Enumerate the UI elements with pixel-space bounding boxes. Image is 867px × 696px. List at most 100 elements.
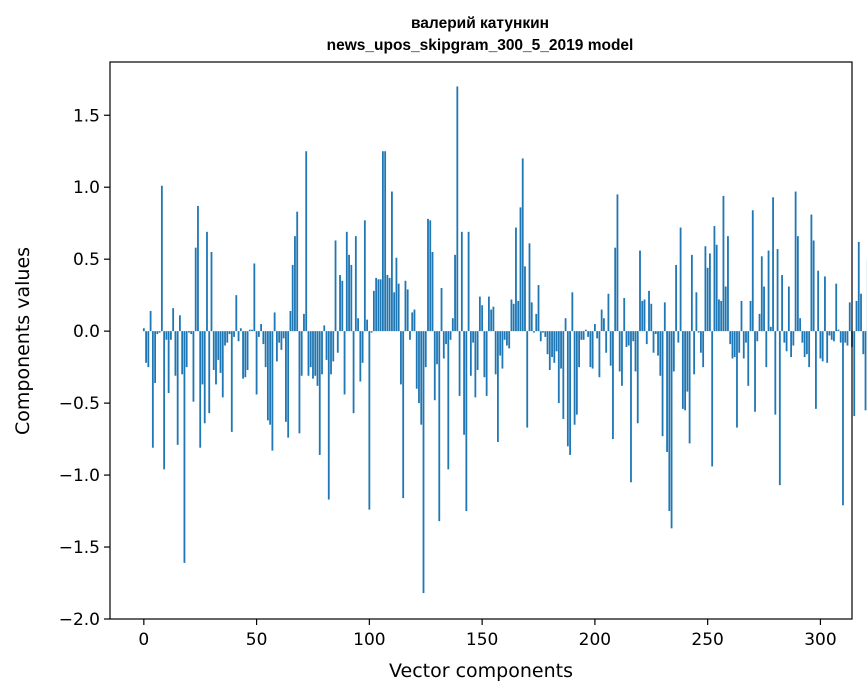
bar — [639, 250, 641, 332]
bar — [767, 250, 770, 332]
bar — [824, 276, 826, 332]
bar — [415, 331, 418, 389]
bar — [555, 331, 558, 352]
bar — [776, 249, 779, 332]
bar — [149, 310, 152, 332]
bar — [783, 331, 786, 343]
bar — [817, 270, 820, 332]
bar — [654, 331, 657, 335]
bar — [242, 331, 244, 379]
bar — [253, 263, 256, 332]
bar — [785, 331, 788, 352]
bar — [792, 331, 795, 346]
bar — [756, 331, 759, 342]
bar — [724, 286, 727, 332]
bar — [740, 300, 743, 332]
bar — [463, 331, 465, 435]
bar — [571, 292, 574, 332]
bar — [197, 205, 199, 332]
bar — [519, 207, 522, 332]
x-axis-label: Vector components — [389, 660, 573, 682]
bar — [481, 305, 484, 332]
bar — [808, 331, 811, 368]
bar — [391, 191, 393, 332]
bar — [508, 331, 511, 349]
bar — [722, 195, 725, 332]
bar — [589, 331, 592, 368]
bar — [778, 331, 781, 486]
bar — [318, 331, 321, 455]
bar — [546, 331, 549, 355]
bar — [587, 331, 590, 337]
bar — [469, 331, 472, 376]
bar — [641, 300, 644, 332]
bar — [503, 331, 506, 340]
bar — [269, 331, 272, 425]
bar — [393, 292, 396, 332]
bar — [659, 331, 662, 376]
bar — [515, 227, 517, 332]
bar — [492, 306, 495, 332]
bar — [183, 331, 186, 563]
bar — [618, 331, 621, 372]
bar — [237, 331, 240, 342]
bar — [436, 331, 438, 365]
bar — [201, 331, 204, 385]
bar — [794, 191, 797, 332]
bar — [815, 331, 817, 409]
bar — [591, 331, 594, 369]
bar — [497, 331, 499, 442]
y-tick-label: 0.5 — [73, 250, 100, 270]
bar — [738, 331, 741, 353]
bar — [663, 302, 666, 332]
bar — [188, 331, 190, 333]
bar — [521, 158, 524, 332]
x-tick-label: 300 — [804, 630, 836, 650]
bar — [147, 331, 150, 368]
bar — [181, 331, 184, 375]
bar — [652, 331, 655, 353]
bar — [424, 331, 427, 368]
bar — [661, 331, 664, 437]
bar — [758, 313, 761, 332]
bar — [174, 331, 177, 376]
bar — [402, 331, 405, 499]
bar — [801, 331, 804, 343]
bar — [686, 331, 689, 392]
bar — [271, 331, 274, 451]
bar — [857, 241, 860, 332]
bar — [614, 247, 617, 332]
y-tick-label: −2.0 — [59, 610, 100, 630]
bar — [702, 331, 705, 368]
bar — [564, 318, 567, 332]
bar — [208, 331, 211, 414]
bar — [695, 292, 698, 332]
bar — [684, 331, 687, 411]
bar — [625, 331, 628, 347]
bar — [598, 331, 601, 378]
bar — [672, 331, 675, 372]
bar — [553, 331, 556, 363]
bar — [354, 236, 357, 332]
bar — [485, 331, 488, 396]
bar — [713, 226, 716, 332]
bar — [282, 331, 285, 339]
bar — [246, 331, 249, 371]
bar — [190, 331, 193, 335]
bar — [345, 231, 348, 332]
bar — [805, 331, 808, 355]
bar — [397, 283, 400, 332]
plot-frame — [109, 61, 853, 620]
bar — [566, 331, 569, 447]
bar — [312, 331, 314, 379]
bar — [634, 331, 637, 372]
bar — [429, 220, 432, 332]
bar — [517, 300, 520, 332]
bar — [612, 331, 614, 440]
bar — [706, 267, 709, 332]
bar — [487, 296, 490, 332]
bar — [747, 331, 750, 386]
bar — [212, 331, 215, 371]
bar — [796, 236, 799, 332]
